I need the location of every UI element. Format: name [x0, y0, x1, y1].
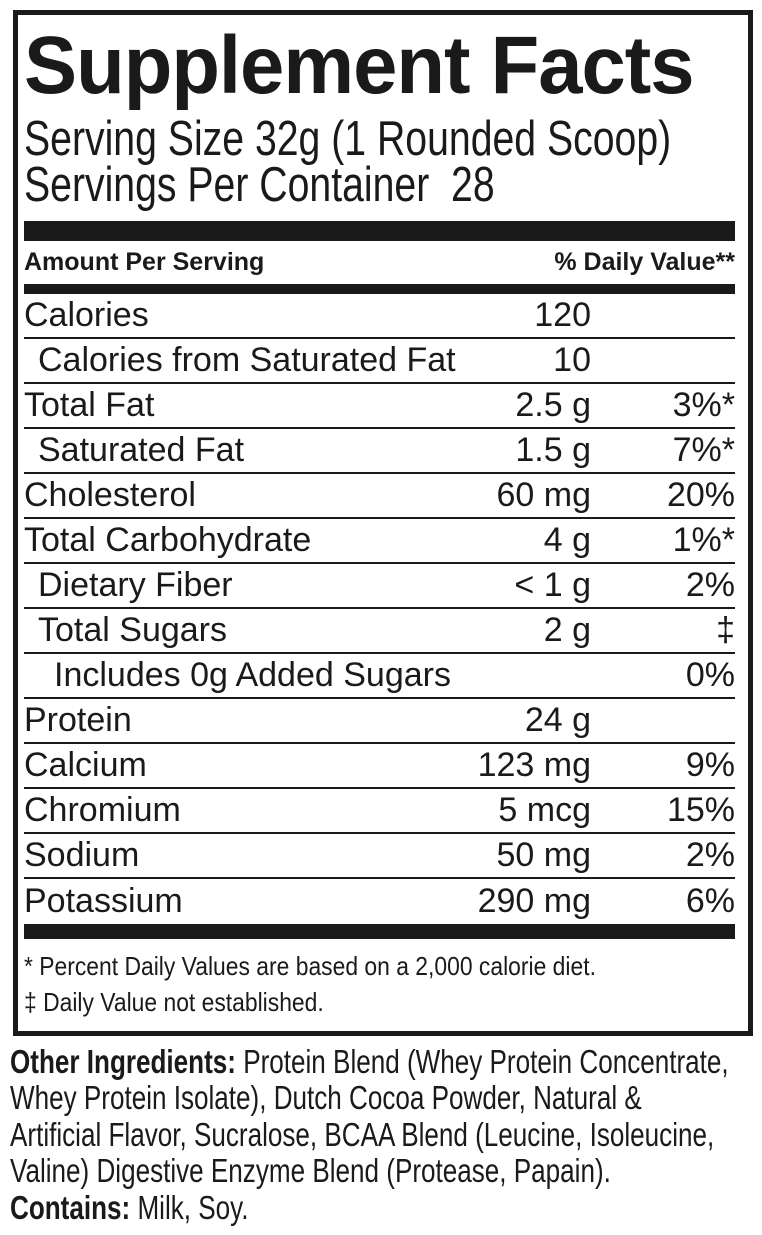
table-row: Calories from Saturated Fat 10: [24, 339, 735, 384]
nutrient-dv: 0%: [685, 656, 735, 694]
nutrient-name: Cholesterol: [24, 476, 196, 514]
divider-bar-footer: [24, 924, 735, 939]
divider-bar-medium: [24, 284, 735, 294]
table-header: Amount Per Serving % Daily Value**: [24, 241, 735, 284]
table-row: Includes 0g Added Sugars 0%: [24, 654, 735, 699]
table-row: Total Fat 2.5 g 3%*: [24, 384, 735, 429]
footnote-daily-values: * Percent Daily Values are based on a 2,…: [24, 951, 596, 981]
amount-per-serving-header: Amount Per Serving: [24, 248, 265, 276]
table-row: Calories 120: [24, 294, 735, 339]
nutrient-dv: ‡: [716, 611, 735, 649]
nutrient-name: Dietary Fiber: [38, 566, 233, 604]
nutrient-amount: 5 mcg: [498, 791, 591, 829]
ingredients-text: Artificial Flavor, Sucralose, BCAA Blend…: [10, 1115, 715, 1153]
nutrient-name: Calories: [24, 296, 149, 334]
nutrient-dv: 2%: [685, 836, 735, 874]
table-row: Sodium 50 mg 2%: [24, 834, 735, 879]
nutrient-amount: 10: [553, 341, 591, 379]
ingredients-text: Whey Protein Isolate), Dutch Cocoa Powde…: [10, 1079, 642, 1117]
nutrient-dv: 15%: [666, 791, 735, 829]
nutrient-amount: 24 g: [524, 701, 591, 739]
nutrient-dv: 3%*: [672, 386, 735, 424]
nutrient-name: Total Carbohydrate: [24, 521, 312, 559]
ingredients-line: Whey Protein Isolate), Dutch Cocoa Powde…: [10, 1080, 642, 1116]
footnote-dagger: ‡ Daily Value not established.: [24, 987, 324, 1017]
table-row: Cholesterol 60 mg 20%: [24, 474, 735, 519]
nutrient-amount: 290 mg: [477, 882, 591, 920]
nutrient-amount: 123 mg: [477, 746, 591, 784]
nutrient-name: Total Fat: [24, 386, 155, 424]
nutrient-dv: 20%: [666, 476, 735, 514]
nutrient-name: Chromium: [24, 791, 181, 829]
nutrient-amount: 4 g: [543, 521, 591, 559]
other-ingredients-section: Other Ingredients: Protein Blend (Whey P…: [10, 1043, 762, 1226]
divider-bar-thick: [24, 221, 735, 241]
other-ingredients-label: Other Ingredients:: [10, 1043, 236, 1080]
nutrient-table: Calories 120 Calories from Saturated Fat…: [24, 294, 735, 924]
panel-title: Supplement Facts: [24, 20, 695, 111]
table-row: Chromium 5 mcg 15%: [24, 789, 735, 834]
nutrient-amount: 60 mg: [496, 476, 592, 514]
ingredients-line: Artificial Flavor, Sucralose, BCAA Blend…: [10, 1116, 714, 1153]
nutrient-name: Saturated Fat: [38, 431, 245, 469]
serving-size-line: Serving Size 32g (1 Rounded Scoop): [24, 112, 672, 166]
table-row: Total Carbohydrate 4 g 1%*: [24, 519, 735, 564]
nutrient-amount: < 1 g: [514, 566, 591, 604]
nutrient-amount: 50 mg: [496, 836, 592, 874]
daily-value-header: % Daily Value**: [554, 248, 735, 276]
nutrient-dv: 6%: [685, 882, 735, 920]
serving-info: Serving Size 32g (1 Rounded Scoop) Servi…: [24, 112, 735, 212]
servings-per-container-line: Servings Per Container 28: [24, 158, 495, 212]
nutrient-name: Includes 0g Added Sugars: [54, 656, 451, 694]
table-row: Dietary Fiber < 1 g 2%: [24, 564, 735, 609]
nutrient-amount: 1.5 g: [515, 431, 591, 469]
nutrient-amount: 2 g: [543, 611, 591, 649]
ingredients-line: Valine) Digestive Enzyme Blend (Protease…: [10, 1153, 611, 1189]
table-row: Potassium 290 mg 6%: [24, 879, 735, 924]
table-row: Calcium 123 mg 9%: [24, 744, 735, 789]
table-row: Total Sugars 2 g ‡: [24, 609, 735, 654]
ingredients-text: Protein Blend (Whey Protein Concentrate,: [235, 1043, 729, 1080]
supplement-facts-panel: Supplement Facts Serving Size 32g (1 Rou…: [13, 10, 753, 1036]
nutrient-name: Calories from Saturated Fat: [38, 341, 456, 379]
nutrient-dv: 2%: [685, 566, 735, 604]
contains-text: Milk, Soy.: [130, 1188, 249, 1226]
contains-line: Contains: Milk, Soy.: [10, 1188, 604, 1226]
nutrient-name: Potassium: [24, 882, 183, 920]
ingredients-line: Other Ingredients: Protein Blend (Whey P…: [10, 1043, 729, 1080]
nutrient-name: Calcium: [24, 746, 147, 784]
nutrient-name: Sodium: [24, 836, 140, 874]
nutrient-amount: 120: [534, 296, 591, 334]
nutrient-dv: 1%*: [672, 521, 735, 559]
nutrient-name: Protein: [24, 701, 132, 739]
table-row: Saturated Fat 1.5 g 7%*: [24, 429, 735, 474]
contains-label: Contains:: [10, 1188, 131, 1226]
nutrient-dv: 7%*: [672, 431, 735, 469]
nutrient-name: Total Sugars: [38, 611, 227, 649]
table-row: Protein 24 g: [24, 699, 735, 744]
footnotes: * Percent Daily Values are based on a 2,…: [24, 948, 735, 1020]
ingredients-text: Valine) Digestive Enzyme Blend (Protease…: [10, 1152, 611, 1190]
nutrient-dv: 9%: [685, 746, 735, 784]
nutrient-amount: 2.5 g: [515, 386, 591, 424]
